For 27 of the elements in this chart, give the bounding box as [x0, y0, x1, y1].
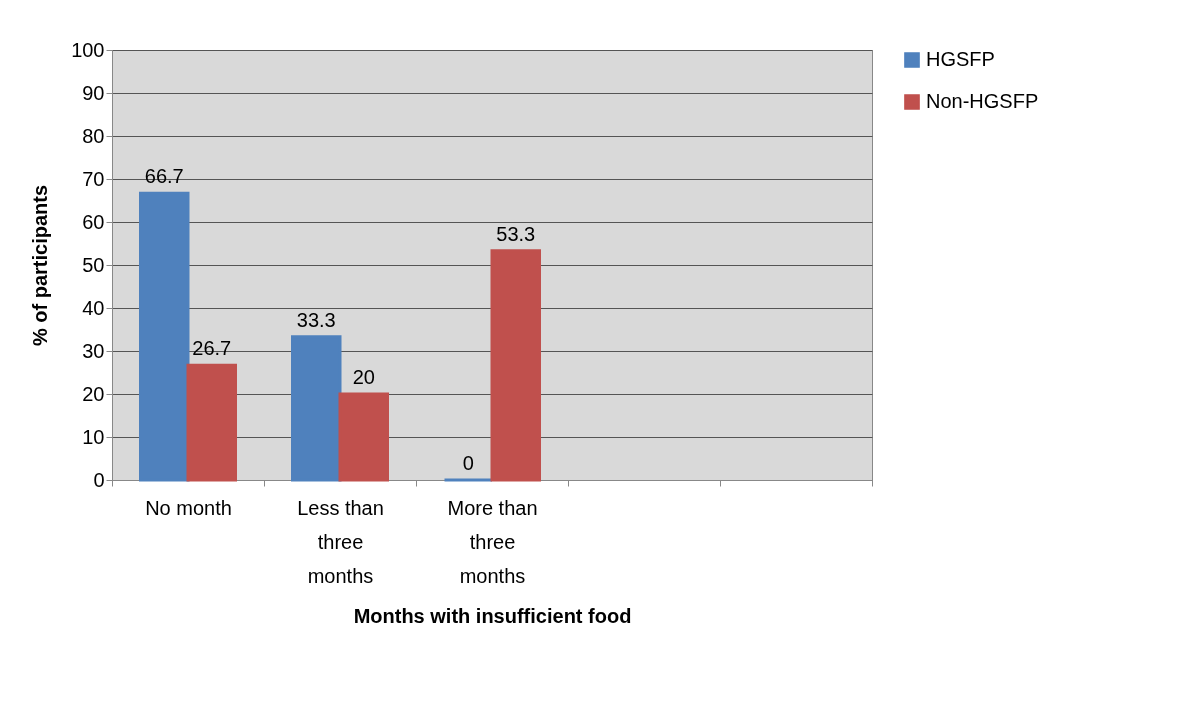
- legend-label: Non-HGSFP: [926, 90, 1039, 112]
- bar: [338, 392, 389, 482]
- y-tick-label: 60: [82, 210, 105, 233]
- bar: [490, 249, 541, 482]
- y-tick-label: 40: [82, 296, 105, 319]
- y-tick-label: 80: [82, 124, 105, 147]
- y-tick-label: 70: [82, 167, 105, 190]
- x-tick-label: Less than three months: [297, 496, 384, 587]
- bar: [186, 363, 237, 482]
- x-axis-title: Months with insufficient food: [353, 604, 632, 627]
- data-label: 20: [352, 366, 375, 388]
- bar: [291, 335, 342, 482]
- y-tick-label: 100: [71, 38, 105, 61]
- x-tick-label: More than three months: [447, 496, 538, 587]
- y-tick-label: 10: [82, 425, 105, 448]
- y-axis-title: % of participants: [29, 184, 52, 347]
- y-tick-label: 90: [82, 81, 105, 104]
- legend-label: HGSFP: [926, 48, 995, 70]
- y-tick-label: 20: [82, 382, 105, 405]
- x-tick-label: No month: [145, 496, 232, 519]
- bar: [139, 191, 190, 482]
- data-label: 53.3: [496, 222, 536, 245]
- y-tick-label: 50: [82, 253, 105, 276]
- y-tick-label: 0: [93, 468, 105, 491]
- data-label: 0: [462, 452, 474, 474]
- y-tick-label: 30: [82, 339, 105, 362]
- data-label: 33.3: [296, 308, 336, 331]
